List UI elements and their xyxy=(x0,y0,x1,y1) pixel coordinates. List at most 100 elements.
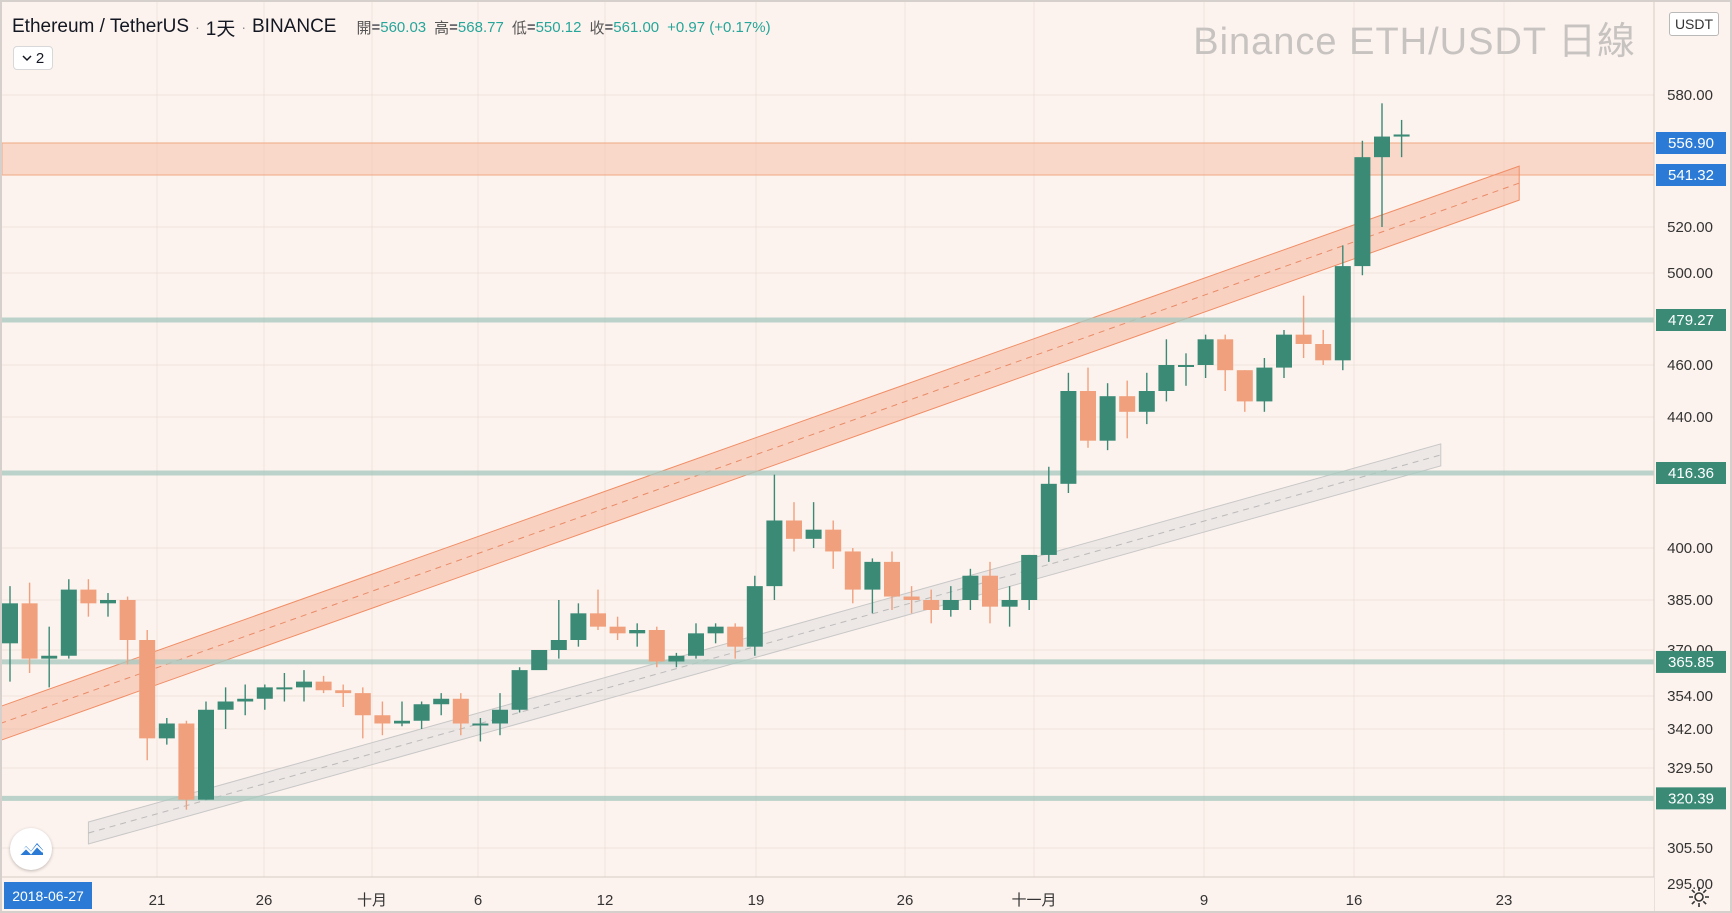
candle[interactable] xyxy=(472,718,489,742)
candle[interactable] xyxy=(256,684,273,710)
candle[interactable] xyxy=(217,687,234,729)
candle[interactable] xyxy=(1060,372,1077,493)
price-tag-support: 416.36 xyxy=(1656,462,1726,484)
candle[interactable] xyxy=(570,603,587,647)
candle[interactable] xyxy=(1315,329,1332,365)
candle[interactable] xyxy=(923,589,940,624)
candle[interactable] xyxy=(41,626,58,688)
candle[interactable] xyxy=(531,650,548,671)
candle[interactable] xyxy=(766,474,783,600)
candle[interactable] xyxy=(1374,103,1390,227)
candle[interactable] xyxy=(550,600,567,659)
candle[interactable] xyxy=(746,575,763,656)
candle[interactable] xyxy=(1138,372,1155,425)
indicators-collapse-button[interactable]: 2 xyxy=(13,46,53,70)
candle-body xyxy=(158,723,175,739)
candle[interactable] xyxy=(413,701,430,730)
candle[interactable] xyxy=(80,579,97,617)
price-tag-label: 365.85 xyxy=(1668,654,1714,671)
candle[interactable] xyxy=(629,623,646,647)
tradingview-logo-icon[interactable] xyxy=(10,828,52,870)
candle[interactable] xyxy=(433,693,450,716)
currency-button[interactable]: USDT xyxy=(1669,12,1719,36)
candle[interactable] xyxy=(1021,554,1038,610)
candle[interactable] xyxy=(511,667,528,713)
candle[interactable] xyxy=(805,502,822,548)
candle[interactable] xyxy=(1080,367,1096,448)
close-value: 561.00 xyxy=(613,18,660,36)
price-tick-label: 354.00 xyxy=(1667,688,1713,705)
candle[interactable] xyxy=(1001,586,1018,627)
candle[interactable] xyxy=(707,623,724,644)
channel-midline-upper xyxy=(2,182,1520,724)
candle[interactable] xyxy=(198,701,214,800)
candle[interactable] xyxy=(158,718,175,745)
horizontal-levels xyxy=(2,317,1654,801)
time-tick-label: 26 xyxy=(256,892,273,909)
candle-body xyxy=(374,715,391,724)
candle[interactable] xyxy=(60,579,77,659)
candle[interactable] xyxy=(1197,334,1214,378)
candle[interactable] xyxy=(903,586,920,614)
candle[interactable] xyxy=(1295,295,1312,358)
candle[interactable] xyxy=(296,670,312,702)
candle[interactable] xyxy=(354,687,371,739)
candle[interactable] xyxy=(1354,140,1371,276)
candle[interactable] xyxy=(1256,357,1273,412)
price-tag-bg xyxy=(1656,787,1726,810)
resistance-zone xyxy=(2,142,1655,176)
price-tag-zone-bottom: 541.32 xyxy=(1656,164,1726,186)
candle[interactable] xyxy=(1217,334,1234,391)
candle[interactable] xyxy=(1236,370,1253,412)
candle[interactable] xyxy=(590,589,606,630)
candle[interactable] xyxy=(844,548,861,604)
gear-icon[interactable] xyxy=(1686,884,1712,910)
candle[interactable] xyxy=(492,693,508,736)
candle[interactable] xyxy=(727,623,744,659)
candle[interactable] xyxy=(1178,353,1194,386)
candle[interactable] xyxy=(609,616,626,640)
candle[interactable] xyxy=(100,593,116,617)
candle[interactable] xyxy=(962,568,979,610)
candle[interactable] xyxy=(864,558,881,614)
candle[interactable] xyxy=(942,586,959,617)
candle[interactable] xyxy=(786,502,802,552)
candle[interactable] xyxy=(276,673,293,702)
candle[interactable] xyxy=(452,693,469,736)
candle[interactable] xyxy=(1158,339,1175,402)
symbol-name[interactable]: Ethereum / TetherUS xyxy=(12,16,190,37)
candle-body xyxy=(433,698,450,705)
candle[interactable] xyxy=(1119,380,1136,439)
candle-body xyxy=(648,630,665,662)
close-key: 收 xyxy=(589,19,605,37)
candle[interactable] xyxy=(21,582,38,673)
candle[interactable] xyxy=(982,561,998,624)
candle[interactable] xyxy=(1393,119,1410,158)
candle[interactable] xyxy=(237,684,254,716)
candle[interactable] xyxy=(119,596,136,665)
candle[interactable] xyxy=(648,626,665,668)
candle-body xyxy=(100,600,116,604)
candle[interactable] xyxy=(688,623,704,659)
low-key: 低 xyxy=(511,19,527,37)
candle[interactable] xyxy=(1040,466,1057,562)
candle[interactable] xyxy=(668,652,685,668)
candle[interactable] xyxy=(2,586,18,682)
price-tick-label: 385.00 xyxy=(1667,592,1713,609)
candle[interactable] xyxy=(335,684,352,708)
candle[interactable] xyxy=(374,701,391,736)
candle[interactable] xyxy=(825,520,842,569)
candle[interactable] xyxy=(1334,245,1351,371)
candle-body xyxy=(923,600,940,610)
candle[interactable] xyxy=(139,630,156,761)
ohlc-values: 開 = 560.03 高 = 568.77 低 = 550.12 收 = 561.00 +0.9… xyxy=(356,18,771,37)
interval-label[interactable]: 1天 xyxy=(205,18,236,40)
candle[interactable] xyxy=(1099,383,1116,451)
candle[interactable] xyxy=(315,675,332,694)
candle[interactable] xyxy=(394,701,410,727)
candle[interactable] xyxy=(178,720,195,810)
channel-midline-lower xyxy=(88,454,1441,834)
candle[interactable] xyxy=(884,551,900,610)
candle[interactable] xyxy=(1276,329,1292,378)
